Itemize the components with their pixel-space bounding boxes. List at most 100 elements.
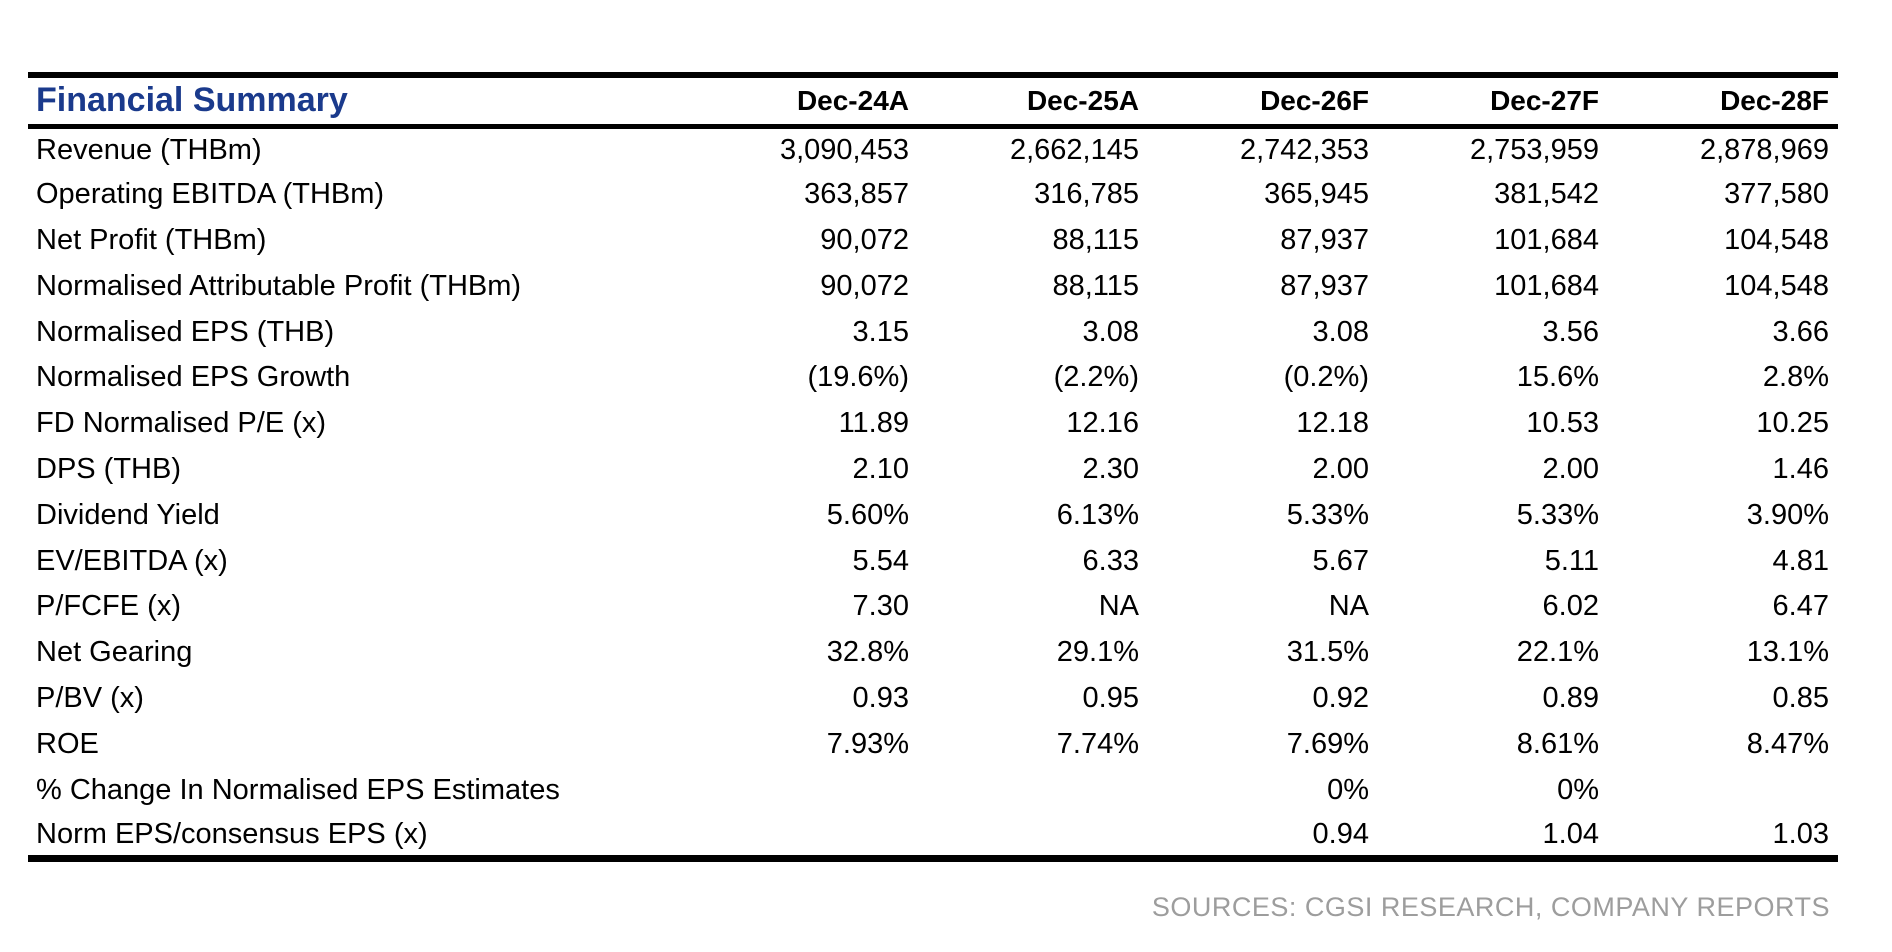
row-value: 5.54 <box>852 544 909 577</box>
row-label: Revenue (THBm) <box>36 133 262 166</box>
table-row: Net Profit (THBm) 90,072 88,115 87,937 101,6… <box>28 218 1838 264</box>
row-value: 87,937 <box>1280 269 1369 302</box>
row-label: Normalised EPS (THB) <box>36 315 335 348</box>
row-value: 1.46 <box>1772 452 1829 485</box>
row-value: 90,072 <box>820 269 909 302</box>
row-value: 22.1% <box>1516 636 1599 669</box>
table-row: FD Normalised P/E (x) 11.89 12.16 12.18 10.5… <box>28 401 1838 447</box>
row-value: 316,785 <box>1034 178 1139 211</box>
row-value: 8.47% <box>1746 727 1829 760</box>
row-value: 0% <box>1327 773 1369 806</box>
row-value: 5.33% <box>1516 498 1599 531</box>
row-value: 2,878,969 <box>1699 133 1829 166</box>
row-value: 2.8% <box>1762 361 1829 394</box>
row-value: 7.93% <box>826 727 909 760</box>
row-value: 29.1% <box>1056 636 1139 669</box>
row-value: 5.33% <box>1286 498 1369 531</box>
row-value: 6.33 <box>1082 544 1139 577</box>
row-value: 3.56 <box>1542 315 1599 348</box>
row-value: 0.85 <box>1772 681 1829 714</box>
row-value: 2.10 <box>852 452 909 485</box>
row-value: 104,548 <box>1724 269 1829 302</box>
table-row: Net Gearing 32.8% 29.1% 31.5% 22.1% 13.1% <box>28 630 1838 676</box>
row-label: Operating EBITDA (THBm) <box>36 178 385 211</box>
table-row: DPS (THB) 2.10 2.30 2.00 2.00 1.46 <box>28 447 1838 493</box>
row-value: 12.18 <box>1296 407 1369 440</box>
table-row: Normalised EPS Growth (19.6%) (2.2%) (0.2%)… <box>28 355 1838 401</box>
row-value: 10.53 <box>1526 407 1599 440</box>
row-value: 3.08 <box>1312 315 1369 348</box>
row-value: 381,542 <box>1494 178 1599 211</box>
row-label: % Change In Normalised EPS Estimates <box>36 773 560 806</box>
row-value: 32.8% <box>826 636 909 669</box>
table-row: Operating EBITDA (THBm) 363,857 316,785 365… <box>28 172 1838 218</box>
row-value: 90,072 <box>820 223 909 256</box>
row-value <box>688 812 918 863</box>
row-value: 377,580 <box>1724 178 1829 211</box>
row-value: 3.08 <box>1082 315 1139 348</box>
row-value: 11.89 <box>838 407 909 440</box>
table-row: P/FCFE (x) 7.30 NA NA 6.02 6.47 <box>28 584 1838 630</box>
header-row: Financial Summary Dec-24A Dec-25A Dec-26… <box>28 75 1838 129</box>
row-value: 15.6% <box>1516 361 1599 394</box>
table-row: Revenue (THBm) 3,090,453 2,662,145 2,742,35… <box>28 126 1838 172</box>
table-title: Financial Summary <box>28 75 688 129</box>
row-value: 87,937 <box>1280 223 1369 256</box>
row-label: P/FCFE (x) <box>36 590 181 623</box>
row-value: 2,662,145 <box>1009 133 1139 166</box>
table-row: Norm EPS/consensus EPS (x) 0.94 1.04 1.03 <box>28 812 1838 863</box>
row-value: 2,753,959 <box>1469 133 1599 166</box>
row-value: 2.00 <box>1542 452 1599 485</box>
row-value: 0.94 <box>1148 812 1378 863</box>
row-value: 365,945 <box>1264 178 1369 211</box>
row-value: (0.2%) <box>1283 361 1369 394</box>
column-header-dec-27f: Dec-27F <box>1378 75 1608 129</box>
row-value: 0.93 <box>852 681 909 714</box>
row-value: 0.89 <box>1542 681 1599 714</box>
table-row: Normalised EPS (THB) 3.15 3.08 3.08 3.56 3.66 <box>28 309 1838 355</box>
row-value <box>688 767 918 813</box>
source-note: SOURCES: CGSI RESEARCH, COMPANY REPORTS <box>1151 892 1830 922</box>
row-value: 2,742,353 <box>1239 133 1369 166</box>
row-label: DPS (THB) <box>36 452 181 485</box>
table-body: Revenue (THBm) 3,090,453 2,662,145 2,742,35… <box>28 126 1838 863</box>
row-label: Normalised EPS Growth <box>36 361 351 394</box>
financial-summary-table: Financial Summary Dec-24A Dec-25A Dec-26… <box>28 72 1838 863</box>
table-row: Normalised Attributable Profit (THBm) 90,… <box>28 263 1838 309</box>
row-value: 5.67 <box>1312 544 1369 577</box>
row-value <box>918 767 1148 813</box>
row-value: 0.92 <box>1312 681 1369 714</box>
row-value: (2.2%) <box>1053 361 1139 394</box>
row-value <box>1608 767 1838 813</box>
row-value: 88,115 <box>1052 223 1139 256</box>
row-value: 3.66 <box>1772 315 1829 348</box>
row-value: 0% <box>1557 773 1599 806</box>
row-label: FD Normalised P/E (x) <box>36 407 327 440</box>
row-value: NA <box>1098 590 1139 623</box>
row-value: 3.15 <box>852 315 909 348</box>
row-label: EV/EBITDA (x) <box>36 544 228 577</box>
table-row: P/BV (x) 0.93 0.95 0.92 0.89 0.85 <box>28 676 1838 722</box>
row-value: 1.03 <box>1608 812 1838 863</box>
row-value: (19.6%) <box>807 361 909 394</box>
row-value: 3.90% <box>1746 498 1829 531</box>
row-label: Net Gearing <box>36 636 193 669</box>
row-value: 31.5% <box>1286 636 1369 669</box>
row-value: 6.02 <box>1542 590 1599 623</box>
column-header-dec-24a: Dec-24A <box>688 75 918 129</box>
row-value: 363,857 <box>804 178 909 211</box>
row-value: 2.00 <box>1312 452 1369 485</box>
row-label: Normalised Attributable Profit (THBm) <box>36 269 522 302</box>
row-value: 101,684 <box>1494 269 1599 302</box>
table-row: % Change In Normalised EPS Estimates 0% 0% <box>28 767 1838 813</box>
table-row: ROE 7.93% 7.74% 7.69% 8.61% 8.47% <box>28 721 1838 767</box>
row-value: 10.25 <box>1756 407 1829 440</box>
row-value: 104,548 <box>1724 223 1829 256</box>
row-value: 4.81 <box>1772 544 1829 577</box>
row-value: 88,115 <box>1052 269 1139 302</box>
row-label: Net Profit (THBm) <box>36 223 267 256</box>
column-header-dec-28f: Dec-28F <box>1608 75 1838 129</box>
row-value: 13.1% <box>1746 636 1829 669</box>
table-row: Dividend Yield 5.60% 6.13% 5.33% 5.33% 3.90% <box>28 492 1838 538</box>
